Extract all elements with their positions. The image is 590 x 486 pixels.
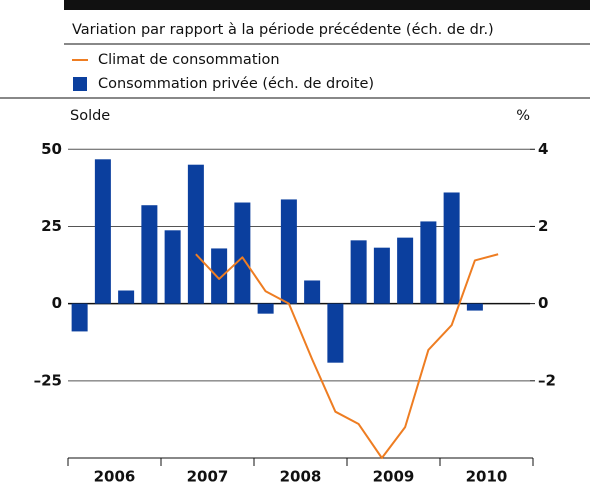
x-tick-label: 2007 — [187, 468, 229, 486]
y2-tick-label: –2 — [538, 371, 556, 389]
bar — [443, 192, 460, 304]
bar — [234, 202, 251, 304]
y2-tick-label: 4 — [538, 140, 548, 158]
legend-label: Consommation privée (éch. de droite) — [98, 76, 374, 92]
x-tick-label: 2008 — [280, 468, 322, 486]
y-tick-label: 0 — [52, 294, 62, 312]
bar — [466, 303, 483, 311]
bar — [350, 240, 367, 304]
bar — [257, 303, 274, 314]
x-tick-label: 2009 — [373, 468, 415, 486]
bar — [373, 247, 390, 304]
bar — [141, 205, 158, 304]
y-tick-label: –25 — [34, 371, 62, 389]
bar — [397, 237, 414, 304]
legend-swatch — [73, 77, 87, 91]
chart-subtitle: Variation par rapport à la période précé… — [72, 22, 494, 38]
y-axis-label: Solde — [70, 108, 110, 124]
bar — [420, 221, 437, 304]
bar — [164, 230, 181, 304]
bar — [118, 290, 135, 304]
bar — [187, 164, 204, 304]
bar — [280, 199, 297, 304]
bar — [71, 303, 88, 332]
bar — [211, 248, 228, 304]
y-tick-label: 50 — [41, 140, 62, 158]
bar — [94, 159, 111, 304]
bar — [327, 303, 344, 363]
y2-tick-label: 2 — [538, 217, 548, 235]
x-tick-label: 2006 — [94, 468, 136, 486]
y-tick-label: 25 — [41, 217, 62, 235]
top-rule — [64, 0, 590, 10]
y2-axis-label: % — [516, 108, 530, 124]
line — [195, 253, 499, 459]
bar — [304, 280, 321, 304]
x-tick-label: 2010 — [466, 468, 508, 486]
legend-label: Climat de consommation — [98, 52, 280, 68]
y2-tick-label: 0 — [538, 294, 548, 312]
